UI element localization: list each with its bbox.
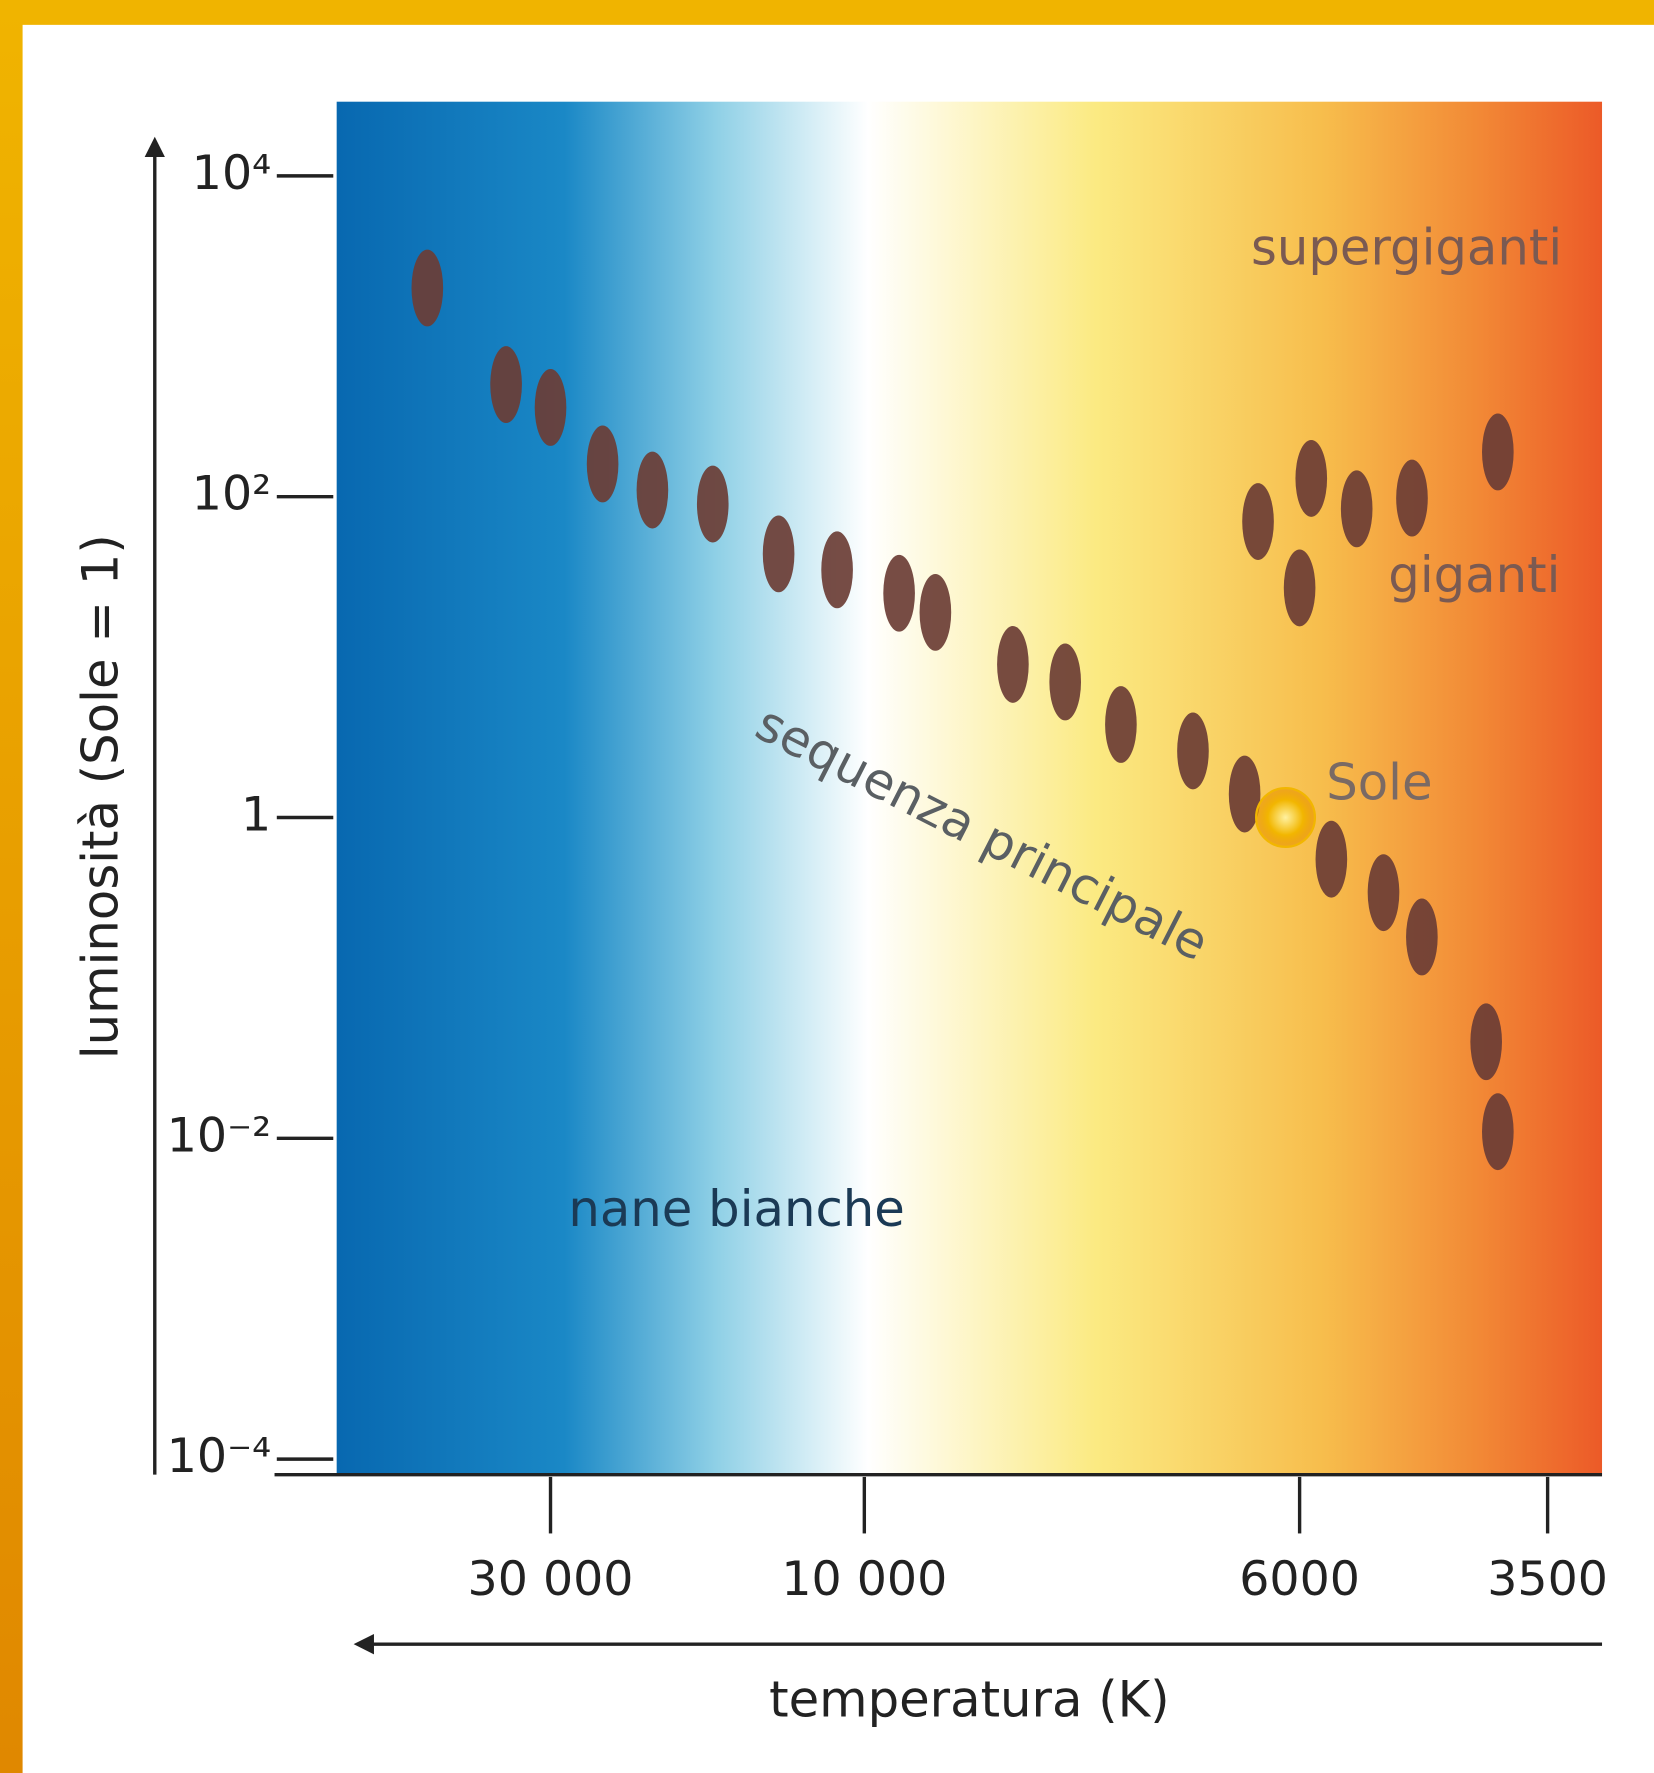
- star-cluster: [1396, 459, 1428, 537]
- x-tick-label: 10 000: [781, 1552, 947, 1607]
- star-cluster: [1177, 712, 1209, 790]
- star-cluster: [1340, 470, 1373, 548]
- x-tick-label: 3500: [1487, 1552, 1608, 1607]
- y-axis-label: luminosità (Sole = 1): [71, 534, 129, 1059]
- annotation: supergiganti: [1251, 218, 1562, 276]
- star-cluster: [762, 515, 795, 593]
- star-cluster: [586, 425, 619, 503]
- star-cluster: [534, 369, 567, 446]
- y-tick-label: 1: [241, 787, 271, 842]
- x-tick-label: 6000: [1239, 1552, 1360, 1607]
- y-tick-label: 10⁻⁴: [167, 1429, 271, 1484]
- star-cluster: [883, 554, 915, 632]
- star-cluster: [1283, 549, 1316, 627]
- annotation: nane bianche: [568, 1180, 905, 1238]
- y-tick-label: 10⁻²: [167, 1108, 271, 1163]
- star-cluster: [1105, 686, 1137, 763]
- x-tick-label: 30 000: [468, 1552, 634, 1607]
- sun-label: Sole: [1326, 753, 1432, 811]
- star-cluster: [411, 249, 444, 327]
- star-cluster: [1367, 854, 1400, 932]
- star-cluster: [1242, 483, 1274, 560]
- star-cluster: [997, 626, 1029, 703]
- star-cluster: [490, 346, 522, 423]
- star-cluster: [1406, 898, 1438, 976]
- plot-background: [336, 101, 1603, 1475]
- y-tick-label: 10²: [192, 467, 271, 522]
- star-cluster: [1315, 820, 1348, 898]
- x-axis-label: temperatura (K): [769, 1670, 1170, 1728]
- star-cluster: [1482, 413, 1514, 491]
- star-cluster: [1482, 1093, 1514, 1171]
- star-cluster: [919, 573, 952, 651]
- y-tick-label: 10⁴: [192, 146, 271, 201]
- star-cluster: [1470, 1003, 1502, 1081]
- star-cluster: [1228, 755, 1261, 833]
- sun-point: [1255, 786, 1317, 849]
- annotation: giganti: [1388, 546, 1560, 604]
- star-cluster: [636, 451, 669, 529]
- star-cluster: [696, 465, 729, 543]
- star-cluster: [1049, 643, 1082, 721]
- star-cluster: [821, 531, 853, 609]
- star-cluster: [1295, 439, 1328, 517]
